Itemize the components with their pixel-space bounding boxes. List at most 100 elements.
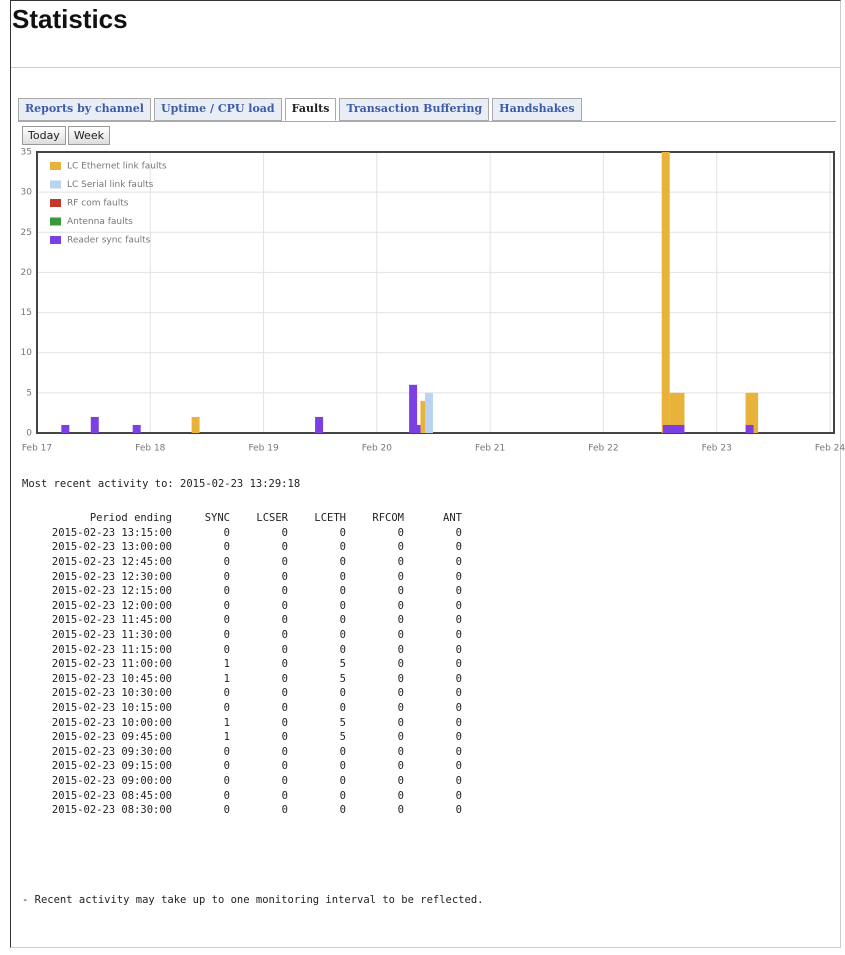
bar bbox=[662, 424, 671, 433]
table-cell: 0 bbox=[397, 658, 404, 671]
x-tick-label: Feb 21 bbox=[475, 444, 505, 454]
tab[interactable]: Faults bbox=[284, 98, 337, 121]
table-cell: 0 bbox=[455, 658, 462, 671]
table-cell: 1 bbox=[223, 672, 230, 685]
table-cell: 0 bbox=[455, 687, 462, 700]
table-cell: 2015-02-23 11:15:00 bbox=[51, 643, 172, 656]
bar bbox=[661, 152, 670, 433]
table-cell: 0 bbox=[281, 760, 288, 773]
legend-label: LC Serial link faults bbox=[67, 180, 154, 190]
legend-label: RF com faults bbox=[67, 199, 129, 209]
plot-frame bbox=[36, 151, 835, 434]
button[interactable]: Today bbox=[22, 126, 66, 145]
bar bbox=[90, 416, 99, 433]
bar bbox=[61, 424, 70, 433]
table-cell: 0 bbox=[455, 774, 462, 787]
table-cell: 0 bbox=[455, 526, 462, 539]
table-cell: 0 bbox=[339, 541, 346, 554]
table-cell: 0 bbox=[455, 643, 462, 656]
table-cell: 0 bbox=[223, 526, 230, 539]
table-cell: 0 bbox=[281, 629, 288, 642]
tab-bar: Reports by channel Uptime / CPU load Fault… bbox=[18, 98, 836, 122]
bar bbox=[745, 392, 754, 433]
table-cell: 0 bbox=[339, 760, 346, 773]
button[interactable]: Week bbox=[67, 126, 110, 145]
separator bbox=[11, 67, 841, 68]
table-cell: 0 bbox=[223, 760, 230, 773]
table-cell: 0 bbox=[339, 774, 346, 787]
table-cell: 0 bbox=[397, 789, 404, 802]
table-cell: 0 bbox=[281, 526, 288, 539]
table-cell: 0 bbox=[281, 702, 288, 715]
table-cell: 0 bbox=[339, 570, 346, 583]
table-cell: 0 bbox=[223, 789, 230, 802]
table-cell: 2015-02-23 09:00:00 bbox=[51, 774, 172, 787]
frame bbox=[10, 0, 841, 948]
table-row: 2015-02-23 08:30:00 0 0 0 0 0 bbox=[22, 803, 462, 818]
legend-label: LC Ethernet link faults bbox=[67, 162, 167, 172]
table-cell: 0 bbox=[223, 745, 230, 758]
table-cell: 0 bbox=[281, 541, 288, 554]
table-cell: 0 bbox=[281, 789, 288, 802]
table-cell: 0 bbox=[281, 716, 288, 729]
table-cell: 0 bbox=[223, 629, 230, 642]
tab[interactable]: Reports by channel bbox=[18, 98, 151, 121]
bar bbox=[424, 392, 433, 433]
tab[interactable]: Uptime / CPU load bbox=[153, 98, 282, 121]
table-cell: 2015-02-23 10:15:00 bbox=[51, 702, 172, 715]
table-cell: 0 bbox=[223, 702, 230, 715]
table-cell: 0 bbox=[281, 804, 288, 817]
table-cell: 0 bbox=[281, 585, 288, 598]
table-cell: 2015-02-23 09:15:00 bbox=[51, 760, 172, 773]
table-cell: 0 bbox=[397, 745, 404, 758]
table-cell: 2015-02-23 08:45:00 bbox=[51, 789, 172, 802]
table-row: 2015-02-23 11:15:00 0 0 0 0 0 bbox=[22, 642, 462, 657]
table-cell: 0 bbox=[339, 643, 346, 656]
legend-swatch bbox=[50, 199, 61, 207]
table-cell: 0 bbox=[455, 614, 462, 627]
table-cell: 0 bbox=[339, 745, 346, 758]
table-row: 2015-02-23 12:45:00 0 0 0 0 0 bbox=[22, 555, 462, 570]
table-cell: 0 bbox=[281, 731, 288, 744]
table-cell: 2015-02-23 13:15:00 bbox=[51, 526, 172, 539]
legend-label: Reader sync faults bbox=[67, 236, 151, 246]
table-cell: 2015-02-23 11:45:00 bbox=[51, 614, 172, 627]
table-row: 2015-02-23 09:30:00 0 0 0 0 0 bbox=[22, 745, 462, 760]
table-cell: 0 bbox=[281, 614, 288, 627]
x-tick-label: Feb 24 bbox=[815, 444, 845, 454]
note: - Recent activity may take up to one mon… bbox=[22, 894, 484, 906]
legend-label: Antenna faults bbox=[67, 217, 133, 227]
table-row: 2015-02-23 09:15:00 0 0 0 0 0 bbox=[22, 759, 462, 774]
table-cell: 0 bbox=[223, 556, 230, 569]
bar bbox=[676, 392, 685, 433]
table-cell: 2015-02-23 12:30:00 bbox=[51, 570, 172, 583]
x-tick-label: Feb 19 bbox=[248, 444, 279, 454]
table-cell: 0 bbox=[223, 570, 230, 583]
table-row: 2015-02-23 11:30:00 0 0 0 0 0 bbox=[22, 628, 462, 643]
table-cell: 0 bbox=[397, 643, 404, 656]
table-cell: 0 bbox=[397, 716, 404, 729]
table-cell: 0 bbox=[397, 804, 404, 817]
table-cell: 5 bbox=[339, 716, 346, 729]
table-cell: 0 bbox=[397, 702, 404, 715]
tab[interactable]: Transaction Buffering bbox=[339, 98, 490, 121]
tab[interactable]: Handshakes bbox=[492, 98, 582, 121]
table-cell: 0 bbox=[339, 804, 346, 817]
bar bbox=[315, 416, 324, 433]
table-cell: 0 bbox=[281, 556, 288, 569]
legend-swatch bbox=[50, 217, 61, 226]
table-cell: 0 bbox=[223, 614, 230, 627]
table-cell: 2015-02-23 09:45:00 bbox=[51, 731, 172, 744]
bar bbox=[412, 424, 421, 433]
y-tick-label: 0 bbox=[26, 429, 32, 439]
table-cell: 0 bbox=[339, 702, 346, 715]
table-cell: 0 bbox=[455, 731, 462, 744]
table-cell: 2015-02-23 12:00:00 bbox=[51, 599, 172, 612]
button-bar: Today Week bbox=[22, 126, 110, 145]
table-cell: 0 bbox=[281, 672, 288, 685]
column-header: RFCOM bbox=[372, 512, 404, 525]
table-cell: 5 bbox=[339, 658, 346, 671]
bar bbox=[745, 424, 754, 433]
table-cell: 2015-02-23 10:30:00 bbox=[51, 687, 172, 700]
